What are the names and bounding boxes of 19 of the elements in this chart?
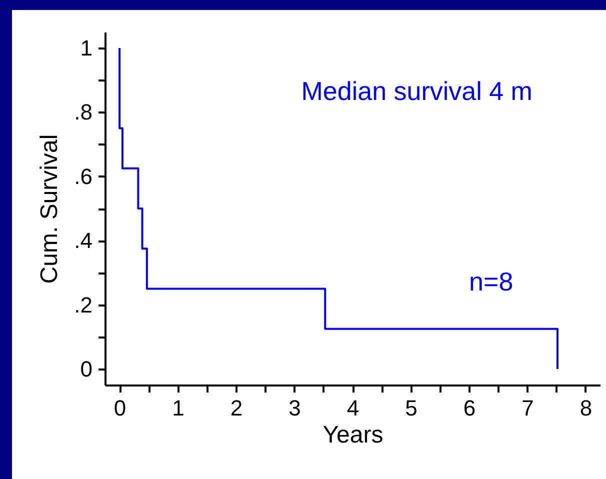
x-tick-label: 0 bbox=[114, 396, 126, 420]
x-tick-label: 5 bbox=[405, 396, 418, 420]
x-tick-label: 4 bbox=[346, 396, 360, 420]
x-tick-label: 3 bbox=[288, 396, 301, 420]
y-tick-label: 0 bbox=[80, 356, 92, 382]
x-tick-label: 2 bbox=[230, 396, 243, 420]
y-tick-label: .2 bbox=[74, 292, 92, 318]
x-tick-label: 6 bbox=[463, 396, 476, 420]
y-tick-label: 1 bbox=[80, 36, 92, 61]
y-tick-label: .8 bbox=[74, 100, 92, 125]
x-tick-label: 1 bbox=[172, 396, 184, 420]
annotation: Median survival 4 m bbox=[301, 76, 532, 106]
y-tick-label: .4 bbox=[74, 228, 92, 254]
x-tick-label: 8 bbox=[580, 396, 592, 420]
x-axis-title: Years bbox=[322, 422, 384, 448]
y-tick-label: .6 bbox=[74, 164, 92, 189]
y-axis-title: Cum. Survival bbox=[36, 134, 64, 284]
annotation: n=8 bbox=[469, 266, 514, 297]
x-tick-label: 7 bbox=[522, 396, 534, 420]
